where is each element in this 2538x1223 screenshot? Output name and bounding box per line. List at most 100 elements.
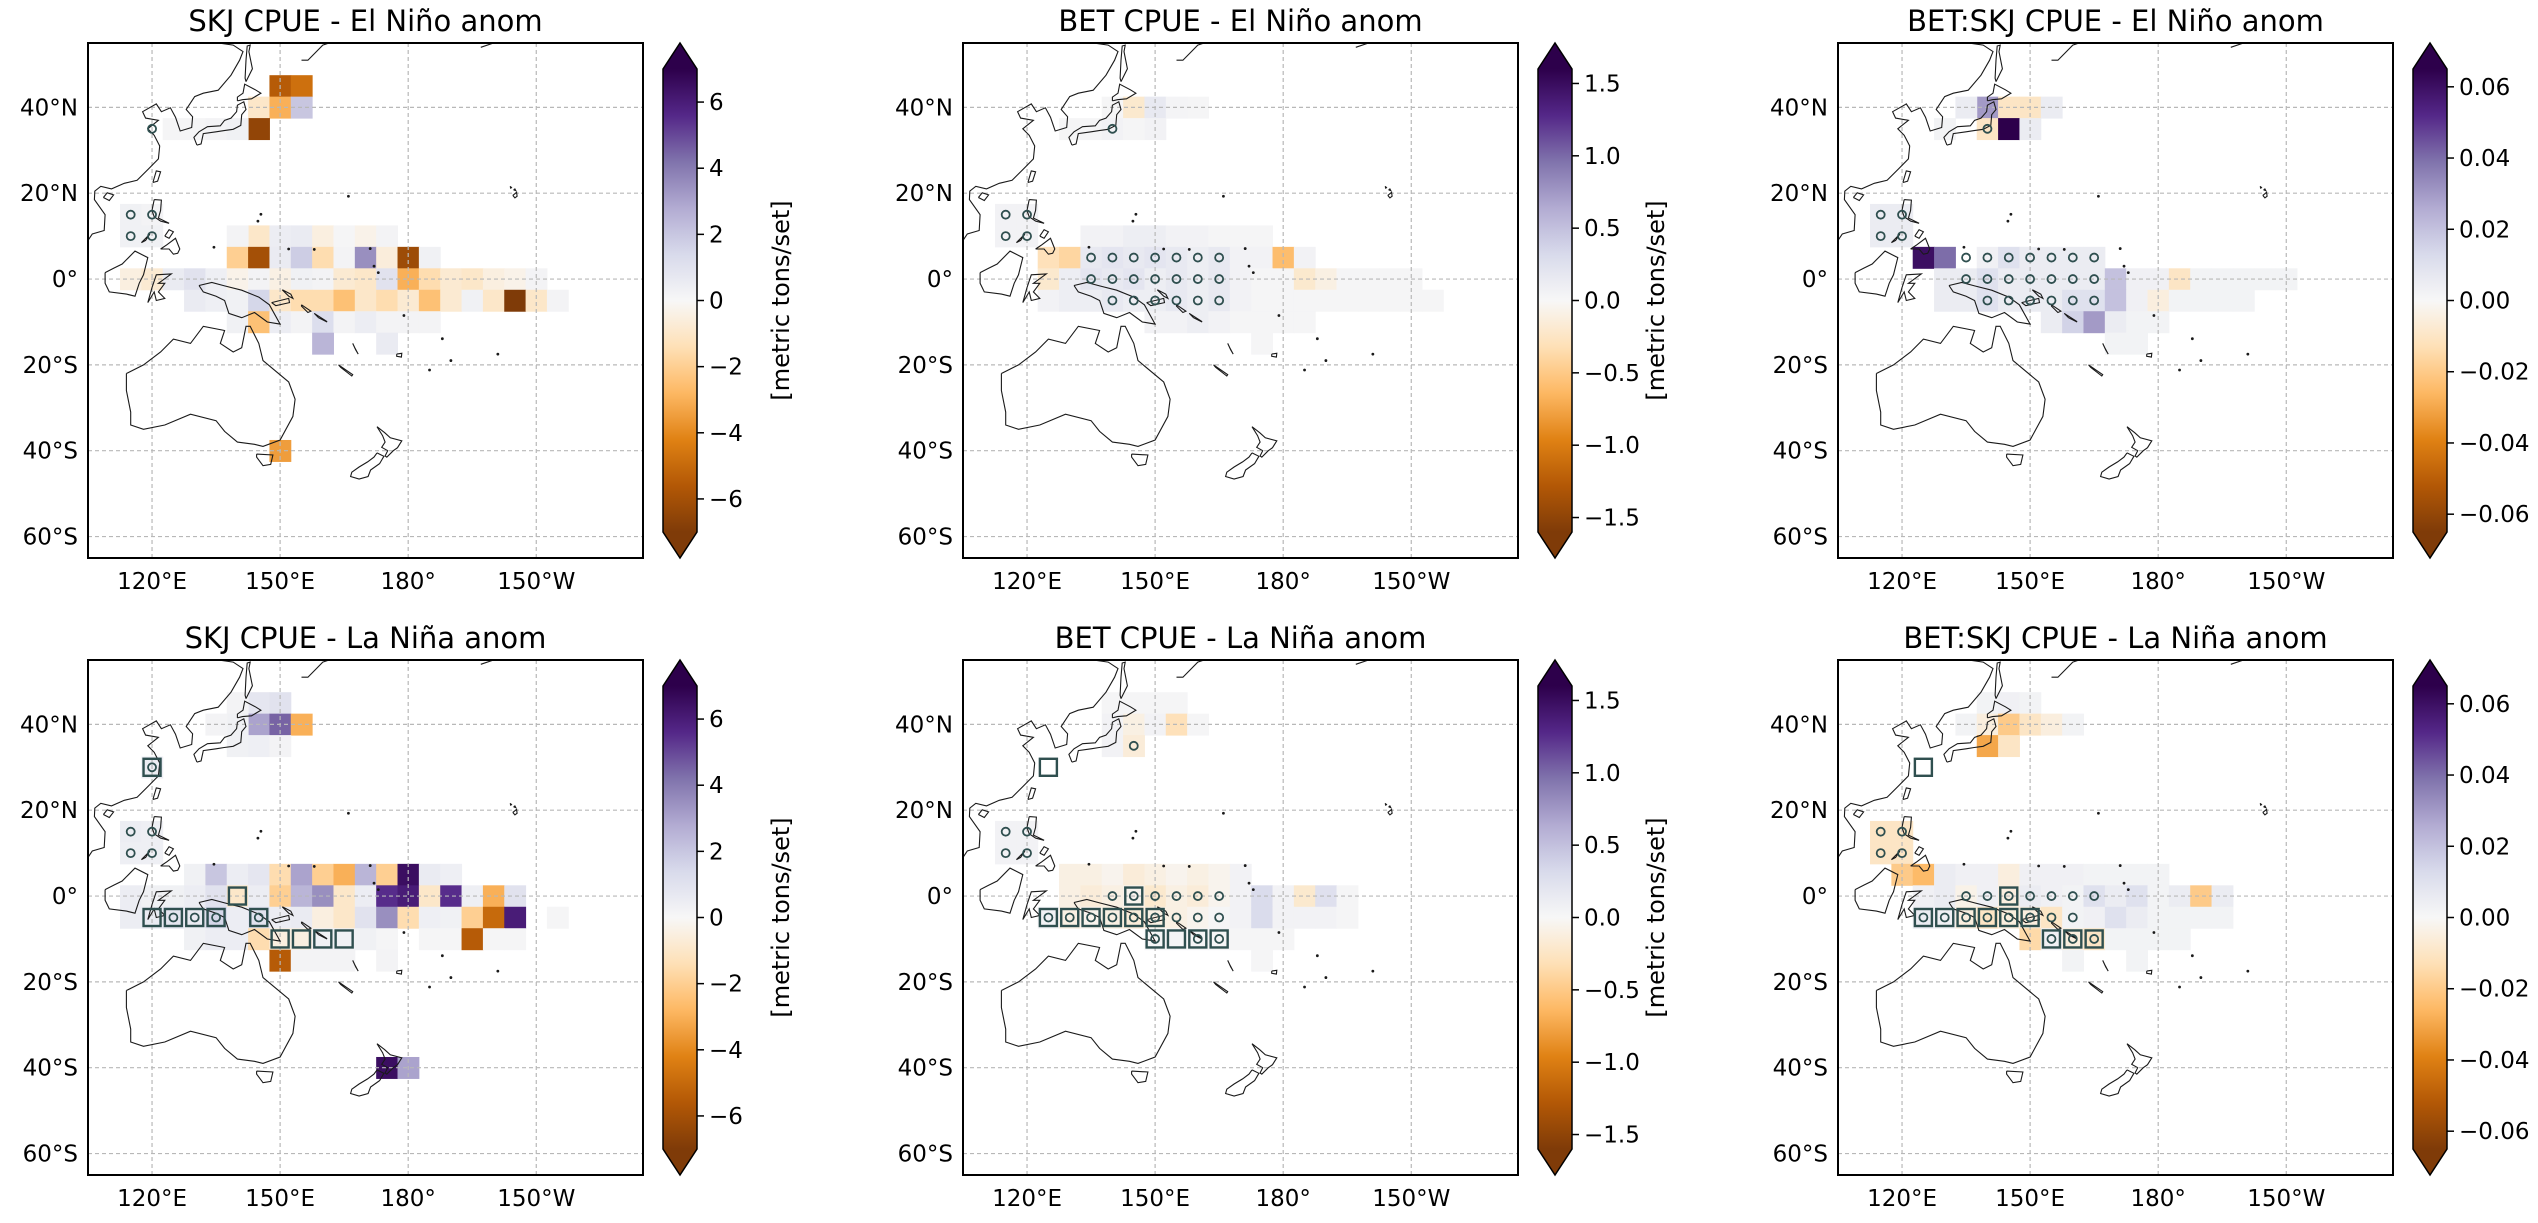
- coastline: [236, 83, 262, 102]
- coastline: [2259, 802, 2263, 806]
- island-dot: [2199, 359, 2203, 362]
- island-dot: [1243, 864, 1247, 867]
- heatmap-cell: [2190, 906, 2213, 929]
- significance-circle: [1875, 231, 1886, 242]
- heatmap-cell: [1421, 289, 1444, 312]
- heatmap-cell: [162, 118, 185, 141]
- map-area: [1838, 660, 2393, 1175]
- colorbar-tick-label: 0.0: [1584, 906, 1621, 932]
- heatmap-cell: [226, 289, 249, 312]
- significance-circle: [1961, 274, 1971, 284]
- colorbar-tick-label: −0.04: [2459, 431, 2529, 457]
- heatmap-cell: [248, 863, 270, 886]
- island-dot: [2152, 931, 2156, 934]
- coastline: [1111, 83, 1137, 102]
- coastline: [1027, 787, 1037, 801]
- heatmap-cell: [1315, 268, 1338, 291]
- y-tick-label: 0°: [52, 884, 78, 910]
- significance-circle: [2089, 252, 2100, 263]
- coastline: [102, 809, 115, 819]
- heatmap-cell: [376, 332, 399, 355]
- heatmap-cell: [2190, 289, 2213, 312]
- colorbar-outline: [662, 658, 698, 1177]
- significance-circle: [125, 848, 136, 859]
- heatmap-cell: [1272, 246, 1295, 269]
- heatmap-cell: [333, 268, 356, 291]
- significance-circle: [2067, 934, 2078, 944]
- heatmap-cell: [1229, 885, 1252, 908]
- heatmap-cell: [333, 225, 356, 248]
- heatmap-cell: [1059, 906, 1081, 929]
- island-dot: [1131, 836, 1135, 840]
- heatmap-cell: [1059, 289, 1081, 312]
- colorbar-tick-label: −4: [709, 1038, 743, 1064]
- heatmap-cell: [1293, 906, 1316, 929]
- coastline: [2088, 364, 2104, 377]
- coastline: [1901, 199, 1920, 224]
- coastline: [2099, 452, 2135, 480]
- heatmap-cell: [1912, 246, 1935, 269]
- significance-square: [1124, 907, 1144, 928]
- island-dot: [2118, 864, 2122, 867]
- heatmap-cell: [184, 289, 206, 312]
- heatmap-cell: [1976, 906, 1999, 929]
- colorbar-gradient: [663, 69, 697, 532]
- coastline: [1948, 281, 2032, 325]
- coastline: [300, 304, 313, 314]
- significance-circle: [2046, 274, 2057, 284]
- heatmap-cell: [248, 118, 270, 141]
- heatmap-cell: [1037, 906, 1060, 929]
- colorbar-tick-label: −1.5: [1584, 506, 1640, 532]
- colorbar-tick-label: 2: [709, 839, 724, 865]
- significance-circle: [1192, 912, 1203, 923]
- heatmap-cell: [376, 949, 399, 972]
- coastline: [1000, 325, 1171, 447]
- heatmap-cell: [2168, 289, 2191, 312]
- significance-square: [1038, 907, 1059, 928]
- heatmap-cell: [1251, 906, 1274, 929]
- x-tick-label: 120°E: [992, 569, 1062, 595]
- colorbar-gradient: [663, 686, 697, 1149]
- heatmap-cell: [1272, 928, 1295, 951]
- colorbar-tick-label: 0.04: [2459, 146, 2510, 172]
- significance-square: [142, 757, 162, 777]
- island-dot: [256, 836, 260, 840]
- colorbar-tick-label: −6: [709, 1104, 743, 1130]
- heatmap-cell: [1870, 225, 1892, 248]
- colorbar-extend-min: [1538, 532, 1572, 558]
- heatmap-cell: [1016, 225, 1039, 248]
- colorbar-tick-label: 0.04: [2459, 763, 2510, 789]
- coastline: [301, 43, 330, 61]
- island-dot: [1131, 219, 1135, 223]
- map-frame: [1837, 659, 2394, 1176]
- heatmap-cell: [1165, 225, 1188, 248]
- significance-square: [1145, 929, 1165, 949]
- colorbar-label: [metric tons/set]: [767, 200, 795, 400]
- significance-square: [334, 929, 354, 949]
- colorbar-tick-label: 0.06: [2459, 692, 2510, 718]
- colorbar-tick-label: 0: [709, 906, 724, 932]
- island-dot: [376, 888, 380, 892]
- significance-circle: [1171, 252, 1182, 263]
- heatmap-cell: [333, 289, 356, 312]
- significance-square: [1913, 907, 1934, 928]
- significance-circle: [2046, 934, 2057, 944]
- significance-circle: [1000, 209, 1011, 220]
- heatmap-cell: [1955, 906, 1978, 929]
- heatmap-cell: [418, 289, 441, 312]
- coastline: [2350, 660, 2352, 661]
- significance-circle: [1897, 209, 1907, 220]
- colorbar-extend-min: [2413, 1149, 2447, 1175]
- colorbar-tick-label: 0.0: [1584, 289, 1621, 315]
- heatmap-cell: [2062, 949, 2084, 972]
- heatmap-cell: [2083, 246, 2106, 269]
- colorbar-tick-label: −1.0: [1584, 1050, 1640, 1076]
- island-dot: [1087, 245, 1091, 249]
- heatmap-cell: [1251, 311, 1274, 334]
- heatmap-cell: [1336, 885, 1359, 908]
- heatmap-cell: [1123, 692, 1145, 715]
- y-tick-label: 40°N: [1770, 95, 1828, 121]
- heatmap-cell: [2083, 289, 2106, 312]
- x-tick-label: 150°E: [245, 1186, 315, 1212]
- island-dot: [1222, 194, 1225, 198]
